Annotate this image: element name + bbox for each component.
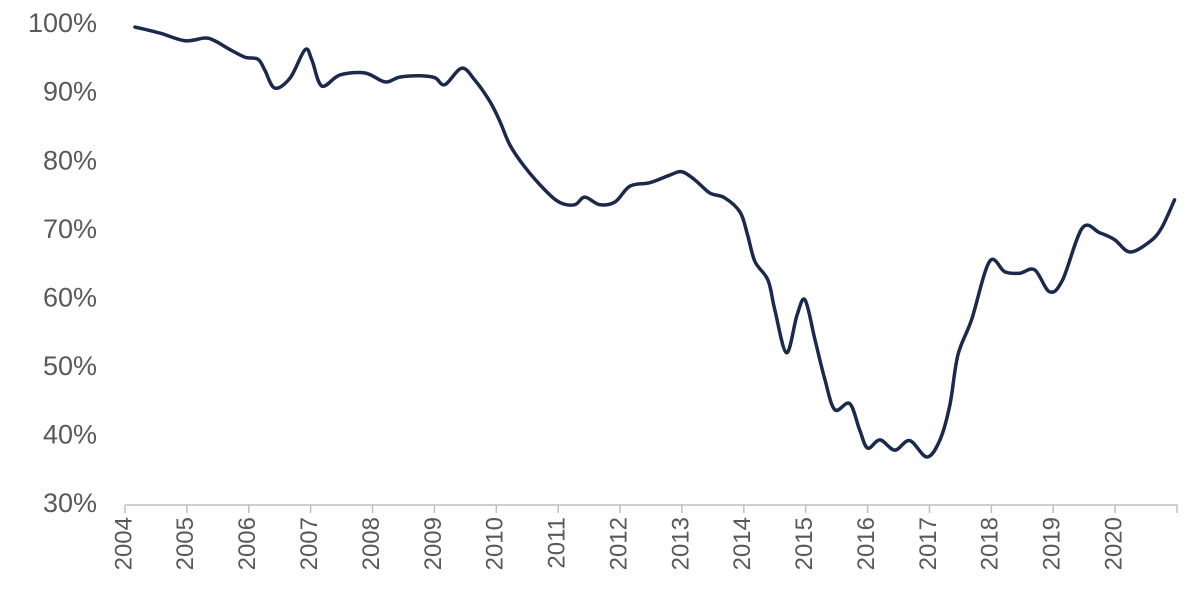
x-tick-label: 2010 xyxy=(482,517,509,570)
x-tick-label: 2019 xyxy=(1039,517,1066,570)
y-tick-label: 60% xyxy=(43,282,97,312)
y-tick-label: 30% xyxy=(43,488,97,518)
x-tick-label: 2007 xyxy=(296,517,323,570)
y-tick-label: 100% xyxy=(28,8,97,38)
y-tick-label: 80% xyxy=(43,145,97,175)
x-tick-label: 2009 xyxy=(420,517,447,570)
y-tick-label: 90% xyxy=(43,77,97,107)
x-tick-label: 2004 xyxy=(110,517,137,570)
y-tick-label: 40% xyxy=(43,420,97,450)
x-tick-label: 2005 xyxy=(172,517,199,570)
x-tick-label: 2017 xyxy=(915,517,942,570)
line-series xyxy=(133,25,1177,459)
y-tick-label: 70% xyxy=(43,214,97,244)
x-tick-label: 2014 xyxy=(729,517,756,570)
x-tick-label: 2016 xyxy=(853,517,880,570)
x-tick-label: 2012 xyxy=(605,517,632,570)
x-tick-label: 2020 xyxy=(1100,517,1127,570)
x-tick-label: 2008 xyxy=(358,517,385,570)
x-tick-label: 2006 xyxy=(234,517,261,570)
x-tick-label: 2013 xyxy=(667,517,694,570)
x-tick-label: 2015 xyxy=(791,517,818,570)
x-tick-label: 2018 xyxy=(977,517,1004,570)
x-tick-label: 2011 xyxy=(544,517,571,569)
y-tick-label: 50% xyxy=(43,351,97,381)
